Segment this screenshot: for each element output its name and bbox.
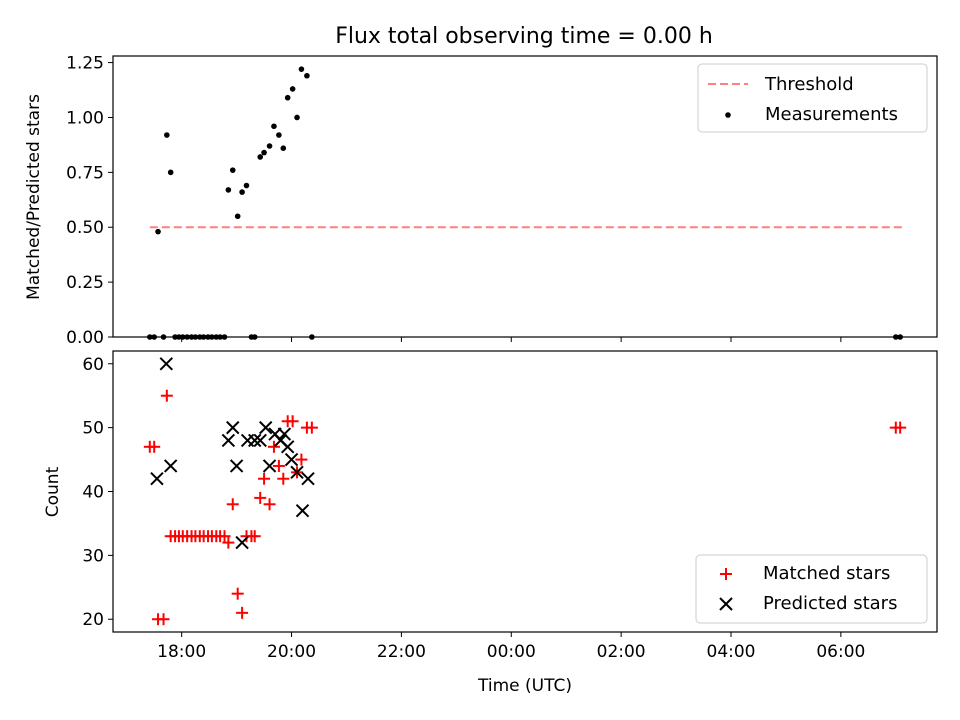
top-x-ticks (181, 337, 842, 342)
matched-stars-point (236, 606, 249, 619)
predicted-stars-point (262, 459, 277, 473)
matched-stars-point (267, 440, 280, 453)
measurement-point (294, 114, 300, 121)
matched-stars-legend-swatch (720, 568, 732, 580)
y-tick-label: 0.25 (66, 273, 104, 293)
x-tick-label: 18:00 (157, 642, 206, 662)
bottom-axes-frame (112, 350, 938, 633)
measurement-point (298, 66, 305, 72)
y-tick-label: 0.75 (66, 163, 104, 183)
measurement-point (280, 145, 287, 152)
top-legend-box (697, 63, 928, 133)
bottom-legend: Matched stars Predicted stars (695, 554, 928, 624)
bottom-x-axis-label: Time (UTC) (477, 676, 572, 696)
predicted-stars-point (259, 420, 273, 435)
matched-stars-point (148, 440, 161, 453)
matched-stars-point (222, 536, 235, 549)
measurement-point (229, 167, 236, 173)
y-tick-label: 1.25 (66, 54, 104, 74)
matched-stars-point (231, 587, 244, 600)
measurement-point (304, 72, 310, 79)
matched-stars-point (258, 472, 271, 485)
predicted-stars-point (248, 433, 262, 448)
matched-stars-point (894, 421, 907, 434)
x-tick-label: 00:00 (487, 642, 536, 662)
measurements-legend-swatch (725, 112, 731, 118)
top-axes-frame (112, 55, 938, 338)
x-tick-label: 20:00 (267, 642, 316, 662)
bottom-panel: 20 30 40 50 60 18:00 20:00 22:00 00:00 02:00 04:0… (43, 350, 938, 696)
bottom-y-ticks: 20 30 40 50 60 (82, 355, 113, 630)
predicted-stars-point (235, 535, 249, 550)
threshold-legend-label: Threshold (764, 74, 854, 95)
y-tick-label: 30 (82, 546, 104, 566)
predicted-stars-point (290, 465, 304, 480)
x-tick-label: 06:00 (816, 642, 865, 662)
y-tick-label: 20 (82, 610, 104, 630)
top-panel: 0.00 0.25 0.50 0.75 1.00 1.25 Matched/Predict… (24, 54, 938, 348)
measurement-point (257, 154, 264, 160)
bottom-markers (143, 357, 907, 626)
y-tick-label: 0.50 (66, 218, 104, 238)
predicted-stars-point (253, 433, 267, 448)
matched-stars-point (157, 613, 170, 626)
measurement-point (164, 132, 170, 138)
matched-stars-point (263, 498, 276, 511)
predicted-stars-point (226, 420, 240, 435)
measurement-point (225, 187, 232, 193)
measurement-point (284, 94, 291, 101)
top-markers (147, 66, 903, 340)
matched-stars-point (286, 415, 299, 428)
bottom-legend-box (695, 554, 928, 624)
y-tick-label: 0.00 (66, 328, 104, 348)
measurement-point (234, 213, 241, 220)
predicted-stars-legend-label: Predicted stars (763, 593, 897, 614)
matched-stars-point (226, 498, 239, 511)
x-tick-label: 02:00 (597, 642, 646, 662)
matched-stars-point (272, 459, 285, 472)
bottom-x-ticks: 18:00 20:00 22:00 00:00 02:00 04:00 06:00 (157, 632, 865, 662)
top-legend: Threshold Measurements (697, 63, 928, 133)
predicted-stars-point (284, 452, 299, 467)
measurements-legend-label: Measurements (765, 104, 898, 125)
y-tick-label: 1.00 (66, 108, 104, 128)
figure-title: Flux total observing time = 0.00 h (335, 24, 713, 49)
predicted-stars-point (277, 427, 292, 441)
measurement-point (289, 86, 296, 92)
y-tick-label: 60 (82, 355, 104, 375)
x-tick-label: 22:00 (377, 642, 426, 662)
top-y-ticks: 0.00 0.25 0.50 0.75 1.00 1.25 (66, 54, 113, 348)
predicted-stars-point (301, 472, 315, 486)
measurement-point (243, 182, 250, 189)
measurement-point (276, 132, 282, 138)
y-tick-label: 40 (82, 483, 104, 503)
predicted-stars-point (229, 459, 244, 473)
measurement-point (239, 189, 245, 195)
measurement-point (271, 123, 277, 130)
matched-stars-point (277, 472, 290, 485)
matched-stars-point (305, 421, 318, 434)
predicted-stars-point (159, 357, 173, 371)
top-y-axis-label: Matched/Predicted stars (24, 94, 44, 300)
matched-stars-point (295, 453, 308, 466)
predicted-stars-legend-swatch (719, 597, 733, 611)
measurement-point (266, 143, 273, 149)
matched-stars-point (254, 491, 267, 504)
y-tick-label: 50 (82, 419, 104, 439)
measurement-point (167, 169, 174, 176)
predicted-stars-point (295, 503, 310, 518)
predicted-stars-point (150, 472, 164, 486)
measurement-point (155, 228, 161, 235)
matched-stars-point (248, 530, 261, 543)
x-tick-label: 04:00 (707, 642, 756, 662)
bottom-y-axis-label: Count (43, 466, 63, 517)
measurement-point (261, 149, 267, 156)
predicted-stars-point (280, 440, 295, 454)
predicted-stars-point (163, 459, 178, 473)
predicted-stars-point (221, 433, 236, 448)
matched-stars-legend-label: Matched stars (763, 563, 890, 584)
matched-stars-point (218, 530, 231, 543)
matched-stars-point (160, 389, 173, 402)
